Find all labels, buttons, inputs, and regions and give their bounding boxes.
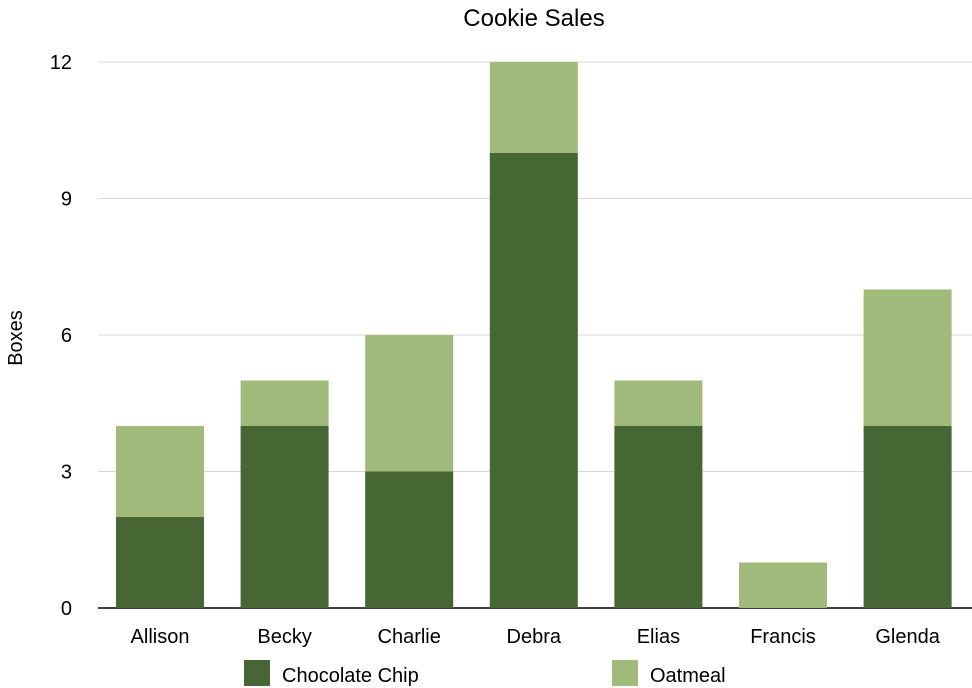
bar-allison-chocolate-chip [116,517,204,608]
x-tick-label: Glenda [875,626,940,648]
bar-glenda-oatmeal [863,289,952,426]
y-tick-label: 3 [61,462,72,484]
y-tick-label: 9 [61,189,72,211]
bar-becky-oatmeal [240,380,329,426]
x-tick-label: Becky [257,626,311,648]
bar-glenda-chocolate-chip [863,426,952,608]
bar-becky-chocolate-chip [240,426,329,608]
x-axis-labels: Allison Becky Charlie Debra Elias Francis Glen… [131,626,941,648]
bar-allison-oatmeal [116,426,204,517]
bar-debra-chocolate-chip [489,153,578,608]
y-tick-label: 12 [50,52,72,74]
y-axis-labels: 0 3 6 9 12 [50,52,72,620]
bar-francis-oatmeal [739,562,827,608]
bar-debra-oatmeal [489,62,578,153]
x-tick-label: Debra [507,626,562,648]
legend-swatch-oatmeal [612,660,638,686]
bar-charlie-chocolate-chip [365,471,454,608]
x-tick-label: Elias [637,626,680,648]
legend-label-oatmeal: Oatmeal [650,665,726,687]
y-axis-label: Boxes [5,310,27,366]
x-tick-label: Allison [131,626,190,648]
bar-elias-oatmeal [614,380,703,426]
chart-title: Cookie Sales [463,5,604,32]
y-tick-label: 0 [61,598,72,620]
bar-charlie-oatmeal [365,335,454,472]
bar-elias-chocolate-chip [614,426,703,608]
y-tick-label: 6 [61,325,72,347]
legend: Chocolate Chip Oatmeal [244,660,726,687]
legend-swatch-chocolate-chip [244,660,270,686]
legend-label-chocolate-chip: Chocolate Chip [282,665,419,687]
bars-layer [116,62,952,608]
x-tick-label: Charlie [378,626,441,648]
x-tick-label: Francis [750,626,816,648]
